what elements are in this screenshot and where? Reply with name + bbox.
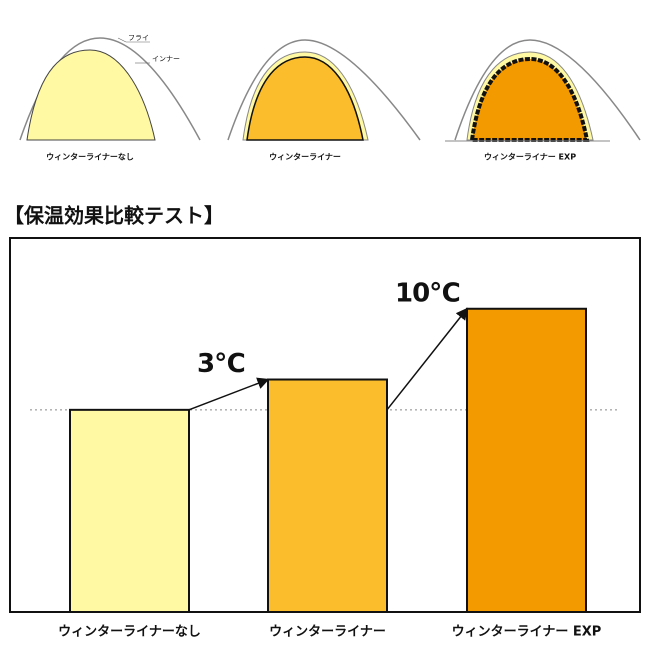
arrow <box>386 307 468 411</box>
fly-label: フライ <box>128 34 149 42</box>
annotation: 10℃ <box>395 278 460 308</box>
illustration-caption: ウィンターライナー <box>269 152 341 162</box>
annotation: 3℃ <box>197 349 245 379</box>
x-tick-label: ウィンターライナー EXP <box>452 625 602 640</box>
arrow <box>188 377 270 411</box>
inner-label: インナー <box>152 55 180 63</box>
x-tick-label: ウィンターライナーなし <box>58 625 201 640</box>
tent-illustration: ウィンターライナー EXP <box>445 39 641 162</box>
bar <box>466 307 587 613</box>
tent-illustration: ウィンターライナー <box>227 39 421 162</box>
tent-illustration: フライ インナー ウィンターライナーなし <box>19 34 201 162</box>
illustration-caption: ウィンターライナーなし <box>46 152 134 162</box>
chart-title: 【保温効果比較テスト】 <box>4 204 224 228</box>
bar <box>69 408 190 613</box>
illustration-caption: ウィンターライナー EXP <box>484 152 576 162</box>
bar <box>267 378 388 613</box>
x-tick-label: ウィンターライナー <box>269 625 386 640</box>
